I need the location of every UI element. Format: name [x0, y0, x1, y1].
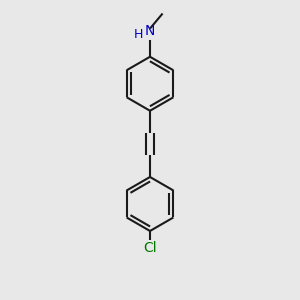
- Text: H: H: [134, 28, 143, 40]
- Text: Cl: Cl: [143, 241, 157, 255]
- Text: N: N: [145, 24, 155, 38]
